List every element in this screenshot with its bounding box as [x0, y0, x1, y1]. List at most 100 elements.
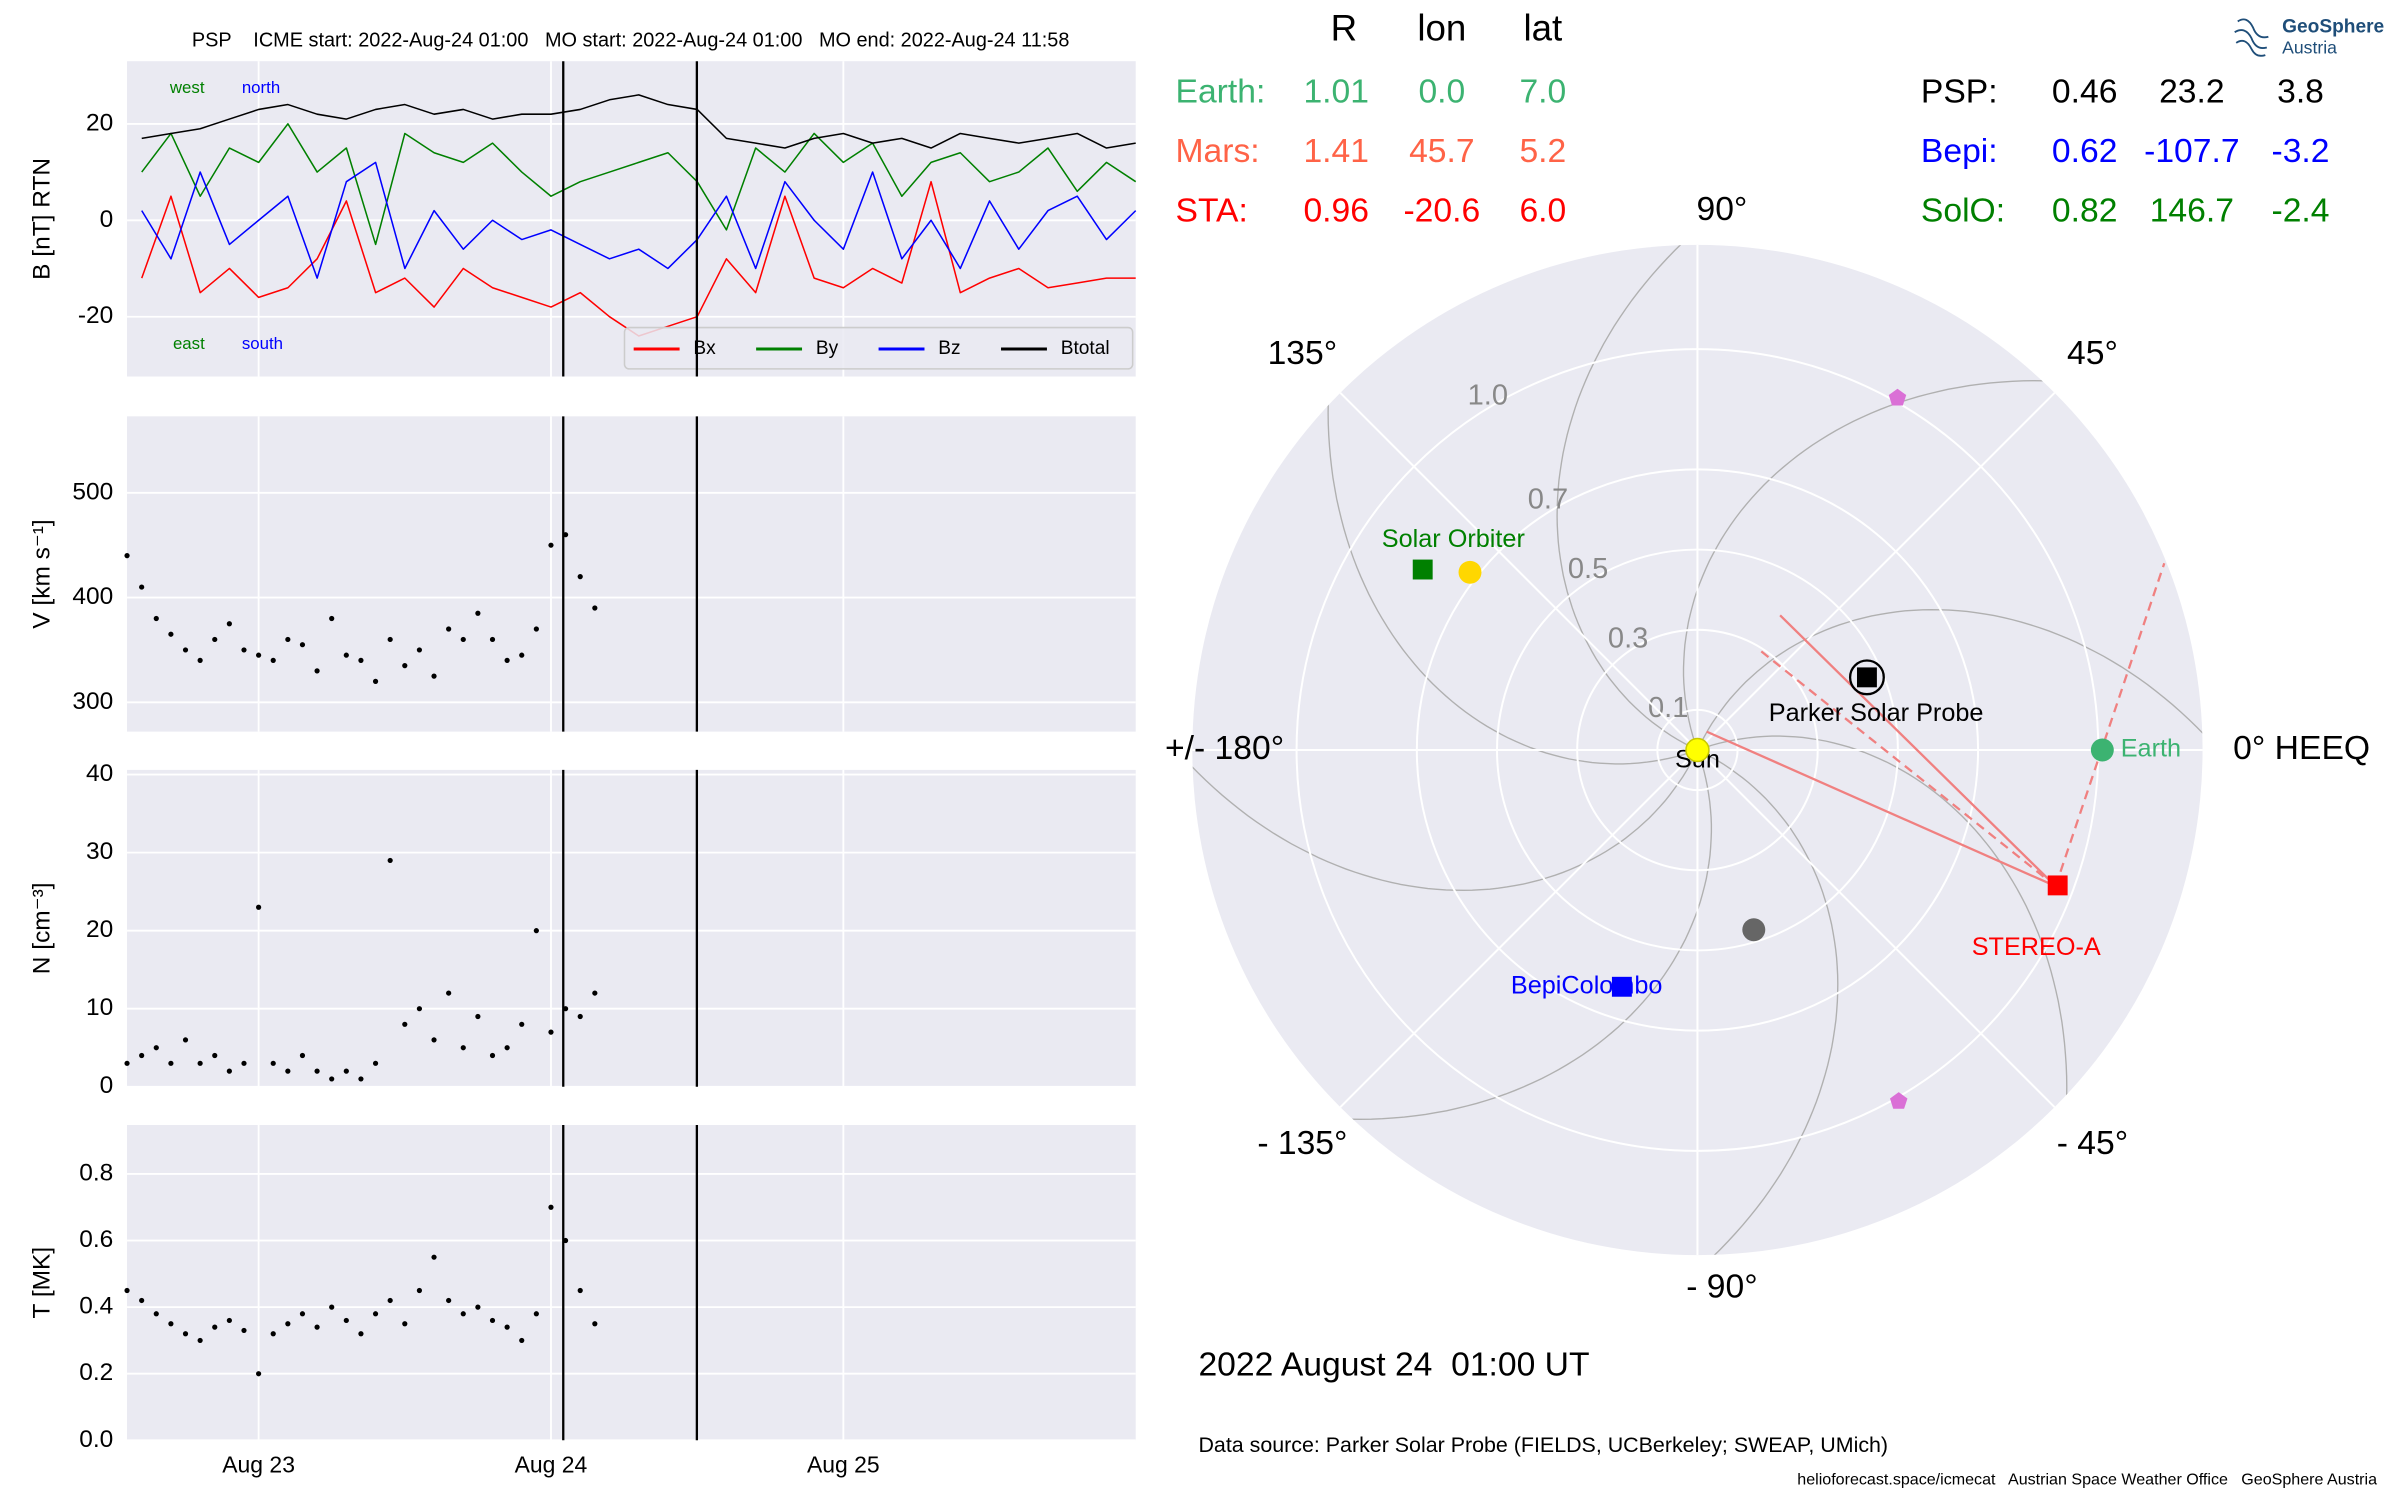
data-point [358, 1076, 364, 1082]
annotation: south [242, 334, 283, 353]
data-point [548, 542, 554, 548]
data-point [489, 636, 496, 643]
data-point [533, 626, 539, 632]
theta-tick-label: - 135° [1257, 1125, 1347, 1162]
data-source: Data source: Parker Solar Probe (FIELDS,… [1198, 1433, 1888, 1457]
data-point [182, 647, 189, 653]
data-point [226, 1317, 232, 1324]
data-point [168, 631, 174, 637]
fov-line [1779, 614, 2057, 888]
data-point [475, 1013, 481, 1020]
spiral-line [1192, 738, 1699, 892]
data-point [285, 636, 291, 643]
data-point [372, 1311, 379, 1317]
annotation: east [173, 334, 205, 353]
data-point [519, 652, 525, 658]
body-marker [1611, 976, 1632, 997]
chart-title: PSP ICME start: 2022-Aug-24 01:00 MO sta… [192, 30, 1070, 52]
data-point [519, 1337, 525, 1344]
y-tick-label: 40 [86, 760, 113, 787]
data-point [402, 663, 408, 669]
table-value: 0.96 [1303, 193, 1369, 230]
date-label: 2022 August 24 01:00 UT [1198, 1347, 1589, 1384]
data-point [343, 652, 349, 658]
table-name: PSP: [1921, 73, 1998, 110]
data-point [270, 657, 276, 664]
data-point [299, 642, 306, 648]
data-point [212, 1324, 218, 1330]
spiral-line [1697, 735, 2068, 1133]
fov-line [1706, 730, 2057, 888]
data-point [548, 1204, 554, 1210]
logo-icon [2234, 18, 2269, 57]
data-point [387, 857, 393, 864]
logo-sub: Austria [2282, 38, 2337, 58]
y-axis-label: B [nT] RTN [28, 158, 55, 280]
data-point [285, 1068, 291, 1074]
marks: west north east south Bx By Bz Btotal [141, 78, 1137, 370]
y-tick-label: 30 [86, 838, 113, 865]
data-point [460, 636, 466, 643]
table-value: 1.41 [1303, 133, 1369, 170]
spiral-line [1556, 244, 1709, 751]
plot-background [127, 769, 1136, 1087]
x-tick-label: Aug 23 [222, 1451, 295, 1477]
body-label: STEREO-A [1972, 933, 2101, 961]
table-name: STA: [1176, 193, 1248, 230]
spiral-line [1686, 749, 1839, 1256]
data-point [314, 1324, 320, 1330]
data-point [358, 1331, 364, 1337]
data-point [372, 1060, 379, 1066]
table-value: 45.7 [1409, 133, 1475, 170]
data-point [139, 1297, 145, 1304]
data-point [256, 1371, 262, 1377]
legend-label: Bx [693, 338, 716, 359]
theta-grid-line [1339, 392, 1699, 751]
spirals [1192, 244, 2203, 1256]
fov-line [2054, 562, 2166, 887]
data-point [577, 573, 583, 580]
theta-tick-label: 90° [1696, 191, 1747, 228]
table-value: 23.2 [2159, 73, 2225, 110]
body-marker [1856, 667, 1877, 688]
data-point [343, 1317, 349, 1324]
table-value: 0.82 [2052, 193, 2118, 230]
panel: 0 10 20 30 40 N [cm⁻³] [28, 760, 1136, 1099]
data-point [504, 657, 510, 664]
logo-name: GeoSphere [2282, 17, 2384, 38]
theta-tick-label: - 45° [2057, 1125, 2128, 1162]
data-point [460, 1045, 466, 1051]
y-tick-label: 0.0 [79, 1426, 113, 1453]
spiral-line [1327, 367, 1698, 765]
annotation: north [242, 78, 280, 97]
data-point [504, 1324, 510, 1330]
y-tick-label: 0.2 [79, 1359, 113, 1386]
data-point [475, 1304, 481, 1310]
data-point [197, 1337, 203, 1344]
body-label: Parker Solar Probe [1769, 699, 1984, 727]
y-tick-label: 0 [100, 1072, 114, 1099]
series-line [141, 94, 1136, 149]
body-ring [1848, 659, 1885, 696]
data-point [329, 615, 335, 622]
data-point [533, 928, 539, 934]
panel: Aug 23 Aug 24 Aug 25 0.0 0.2 0.4 0.6 0.8 T [MK] [28, 1125, 1136, 1477]
data-point [124, 1287, 130, 1294]
data-point [460, 1311, 466, 1317]
y-tick-label: 0.6 [79, 1226, 113, 1253]
data-point [226, 1068, 232, 1074]
theta-grid-line [1696, 392, 2056, 751]
fov-line [1759, 649, 2057, 888]
data-point [314, 668, 320, 674]
y-tick-label: 300 [72, 688, 113, 715]
data-point [416, 1287, 423, 1294]
data-point [153, 1045, 159, 1051]
footer: helioforecast.space/icmecat Austrian Spa… [1797, 1470, 2377, 1488]
legend-label: Bz [938, 338, 960, 359]
table-value: -107.7 [2144, 133, 2239, 170]
plot-background [127, 416, 1136, 732]
data-point [241, 647, 247, 653]
series-line [141, 123, 1137, 246]
